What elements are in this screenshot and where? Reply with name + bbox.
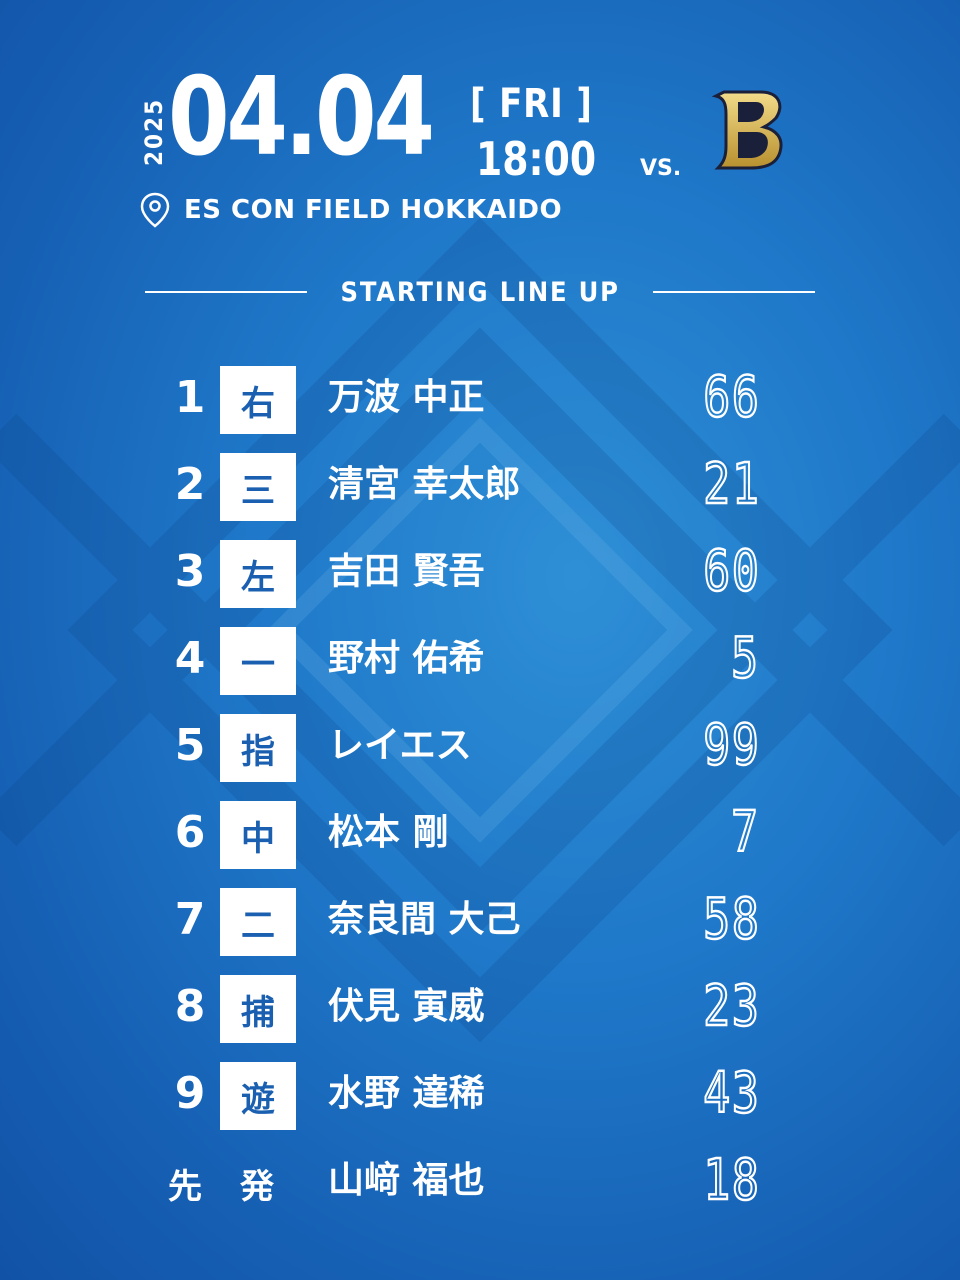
batting-order: 5 <box>174 720 206 771</box>
uniform-number: 99 <box>702 713 760 778</box>
player-name: 水野 達稀 <box>328 1073 485 1114</box>
game-time: 18:00 <box>476 132 597 186</box>
player-name: 吉田 賢吾 <box>328 551 485 592</box>
vs-label: VS. <box>640 156 682 181</box>
batting-order: 3 <box>174 546 206 597</box>
section-header: STARTING LINE UP <box>145 270 815 314</box>
player-name: 万波 中正 <box>328 377 485 418</box>
game-info: 2025 04.04 [ FRI ] 18:00 VS. ES CON FIEL… <box>140 64 840 254</box>
player-name: 松本 剛 <box>328 812 449 853</box>
position-badge: 一 <box>220 627 296 695</box>
uniform-number: 23 <box>702 974 760 1039</box>
position-badge: 二 <box>220 888 296 956</box>
lineup-row: 6 中 松本 剛 7 <box>160 793 780 880</box>
lineup-row: 7 二 奈良間 大己 58 <box>160 880 780 967</box>
player-name: 奈良間 大己 <box>328 899 521 940</box>
uniform-number: 43 <box>702 1061 760 1126</box>
section-title: STARTING LINE UP <box>340 276 620 308</box>
starter-label-1: 先 <box>168 1167 202 1207</box>
position-badge: 三 <box>220 453 296 521</box>
starting-pitcher-row: 先 発 山﨑 福也 18 <box>160 1141 780 1228</box>
player-name: 伏見 寅威 <box>328 986 485 1027</box>
lineup-row: 1 右 万波 中正 66 <box>160 358 780 445</box>
uniform-number: 60 <box>702 539 760 604</box>
lineup-row: 4 一 野村 佑希 5 <box>160 619 780 706</box>
player-name: 野村 佑希 <box>328 638 485 679</box>
pitcher-name: 山﨑 福也 <box>328 1160 485 1201</box>
game-date: 04.04 <box>168 55 435 180</box>
position-badge: 中 <box>220 801 296 869</box>
uniform-number: 66 <box>702 365 760 430</box>
divider-right <box>653 291 815 293</box>
lineup-row: 3 左 吉田 賢吾 60 <box>160 532 780 619</box>
position-badge: 遊 <box>220 1062 296 1130</box>
batting-order: 7 <box>174 894 206 945</box>
position-badge: 捕 <box>220 975 296 1043</box>
venue-name: ES CON FIELD HOKKAIDO <box>184 195 563 225</box>
lineup-row: 5 指 レイエス 99 <box>160 706 780 793</box>
batting-order: 1 <box>174 372 206 423</box>
player-name: 清宮 幸太郎 <box>328 464 521 505</box>
starter-label-2: 発 <box>240 1167 274 1207</box>
lineup-row: 9 遊 水野 達稀 43 <box>160 1054 780 1141</box>
day-of-week: [ FRI ] <box>470 81 593 127</box>
lineup-row: 8 捕 伏見 寅威 23 <box>160 967 780 1054</box>
map-pin-icon <box>140 192 170 228</box>
position-badge: 右 <box>220 366 296 434</box>
lineup-list: 1 右 万波 中正 66 2 三 清宮 幸太郎 21 3 左 吉田 賢吾 60 … <box>160 358 780 1228</box>
batting-order: 6 <box>174 807 206 858</box>
uniform-number: 58 <box>702 887 760 952</box>
venue: ES CON FIELD HOKKAIDO <box>140 190 562 230</box>
position-badge: 左 <box>220 540 296 608</box>
batting-order: 2 <box>174 459 206 510</box>
position-badge: 指 <box>220 714 296 782</box>
batting-order: 4 <box>174 633 206 684</box>
batting-order: 9 <box>174 1068 206 1119</box>
player-name: レイエス <box>328 725 472 766</box>
divider-left <box>145 291 307 293</box>
uniform-number: 7 <box>730 800 760 865</box>
year: 2025 <box>140 97 168 167</box>
team-logo-icon <box>711 90 783 170</box>
batting-order: 8 <box>174 981 206 1032</box>
uniform-number: 21 <box>702 452 760 517</box>
lineup-row: 2 三 清宮 幸太郎 21 <box>160 445 780 532</box>
uniform-number: 18 <box>702 1148 760 1213</box>
uniform-number: 5 <box>730 626 760 691</box>
